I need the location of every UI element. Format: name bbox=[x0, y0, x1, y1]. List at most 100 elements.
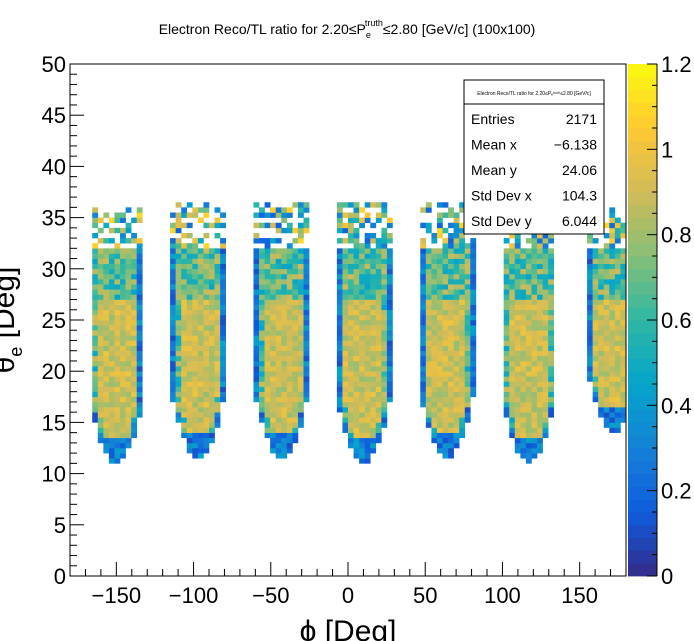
heatmap-cell bbox=[442, 340, 449, 346]
heatmap-cell bbox=[609, 309, 616, 316]
heatmap-cell bbox=[253, 294, 260, 300]
heatmap-cell bbox=[186, 407, 193, 413]
heatmap-cell bbox=[181, 314, 188, 321]
heatmap-cell bbox=[270, 238, 277, 244]
heatmap-cell bbox=[509, 412, 516, 418]
heatmap-cell bbox=[108, 238, 115, 244]
heatmap-cell bbox=[420, 294, 427, 300]
heatmap-cell bbox=[603, 243, 610, 249]
heatmap-cell bbox=[303, 222, 310, 229]
heatmap-cell bbox=[270, 396, 277, 403]
heatmap-cell bbox=[442, 253, 449, 259]
heatmap-cell bbox=[175, 243, 182, 249]
heatmap-cell bbox=[525, 442, 532, 449]
heatmap-cell bbox=[359, 371, 365, 377]
heatmap-cell bbox=[431, 417, 438, 423]
heatmap-cell bbox=[97, 340, 104, 346]
heatmap-cell bbox=[431, 299, 438, 305]
color-scale-step bbox=[628, 115, 657, 129]
color-scale-step bbox=[628, 358, 657, 372]
heatmap-cell bbox=[281, 335, 288, 341]
heatmap-cell bbox=[470, 284, 477, 290]
heatmap-cell bbox=[525, 320, 532, 326]
heatmap-cell bbox=[348, 325, 354, 331]
heatmap-cell bbox=[125, 401, 132, 408]
heatmap-cell bbox=[214, 350, 221, 357]
heatmap-cell bbox=[114, 273, 121, 280]
heatmap-cell bbox=[548, 391, 555, 398]
heatmap-cell bbox=[386, 330, 393, 336]
heatmap-cell bbox=[359, 391, 365, 398]
heatmap-cell bbox=[614, 401, 621, 408]
heatmap-cell bbox=[370, 396, 377, 403]
heatmap-cell bbox=[359, 217, 365, 224]
heatmap-cell bbox=[548, 289, 555, 295]
heatmap-cell bbox=[603, 314, 610, 321]
heatmap-cell bbox=[436, 345, 443, 352]
heatmap-cell bbox=[359, 458, 365, 464]
heatmap-cell bbox=[342, 314, 349, 321]
heatmap-cell bbox=[364, 442, 371, 449]
heatmap-cell bbox=[214, 386, 221, 392]
heatmap-cell bbox=[453, 227, 460, 234]
heatmap-cell bbox=[453, 289, 460, 295]
heatmap-cell bbox=[503, 304, 510, 311]
heatmap-cell bbox=[192, 366, 199, 372]
heatmap-cell bbox=[253, 350, 260, 357]
heatmap-cell bbox=[537, 232, 543, 239]
x-axis-label: ϕ [Deg] bbox=[300, 615, 397, 641]
heatmap-cell bbox=[303, 345, 310, 352]
heatmap-cell bbox=[108, 340, 115, 346]
heatmap-cell bbox=[353, 253, 360, 259]
heatmap-cell bbox=[609, 371, 616, 377]
heatmap-cell bbox=[364, 345, 371, 352]
heatmap-cell bbox=[292, 304, 299, 311]
heatmap-cell bbox=[431, 258, 438, 264]
heatmap-cell bbox=[136, 381, 143, 387]
heatmap-cell bbox=[136, 207, 143, 213]
heatmap-cell bbox=[537, 273, 543, 280]
heatmap-cell bbox=[353, 227, 360, 234]
heatmap-cell bbox=[175, 273, 182, 280]
heatmap-cell bbox=[197, 437, 204, 444]
heatmap-cell bbox=[131, 360, 138, 367]
heatmap-cell bbox=[364, 232, 371, 239]
heatmap-cell bbox=[214, 360, 221, 367]
heatmap-cell bbox=[592, 345, 599, 352]
heatmap-cell bbox=[514, 232, 521, 239]
heatmap-cell bbox=[131, 284, 138, 290]
heatmap-cell bbox=[336, 340, 343, 346]
heatmap-cell bbox=[120, 227, 126, 234]
heatmap-cell bbox=[364, 279, 371, 285]
heatmap-cell bbox=[103, 279, 110, 285]
heatmap-cell bbox=[342, 396, 349, 403]
heatmap-cell bbox=[220, 222, 226, 229]
heatmap-cell bbox=[470, 391, 477, 398]
heatmap-cell bbox=[186, 273, 193, 280]
heatmap-cell bbox=[503, 391, 510, 398]
heatmap-cell bbox=[292, 309, 299, 316]
heatmap-cell bbox=[364, 427, 371, 433]
heatmap-cell bbox=[436, 386, 443, 392]
heatmap-cell bbox=[520, 442, 527, 449]
heatmap-cell bbox=[381, 238, 388, 244]
heatmap-cell bbox=[192, 407, 199, 413]
heatmap-cell bbox=[270, 309, 277, 316]
heatmap-cell bbox=[270, 355, 277, 362]
heatmap-cell bbox=[537, 386, 543, 392]
heatmap-cell bbox=[175, 391, 182, 398]
heatmap-cell bbox=[275, 345, 282, 352]
heatmap-cell bbox=[442, 376, 449, 382]
heatmap-cell bbox=[103, 258, 110, 264]
heatmap-cell bbox=[181, 248, 188, 254]
heatmap-cell bbox=[370, 232, 377, 239]
heatmap-cell bbox=[464, 299, 471, 305]
heatmap-cell bbox=[453, 427, 460, 433]
heatmap-cell bbox=[381, 391, 388, 398]
heatmap-cell bbox=[303, 289, 310, 295]
heatmap-cell bbox=[286, 381, 293, 387]
heatmap-cell bbox=[548, 309, 555, 316]
heatmap-cell bbox=[336, 248, 343, 254]
heatmap-cell bbox=[197, 253, 204, 259]
heatmap-cell bbox=[531, 417, 538, 423]
